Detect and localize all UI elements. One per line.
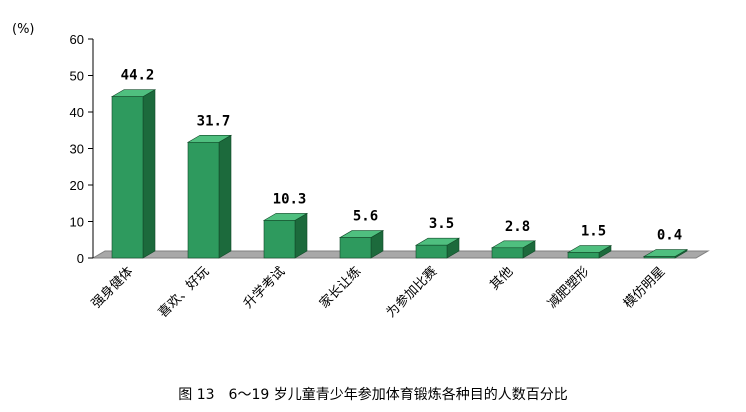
y-axis: 0 10 20 30 40 50 60 [70, 32, 94, 266]
bar-front [643, 256, 676, 259]
bar [490, 240, 537, 259]
category-label: 喜欢、好玩 [156, 264, 213, 321]
bar-front [111, 96, 144, 259]
data-label: 5.6 [353, 209, 378, 225]
bar-side [294, 212, 308, 259]
data-label: 2.8 [505, 219, 530, 235]
y-tick-label: 10 [70, 215, 84, 230]
chart-floor [91, 250, 710, 259]
bar-front [339, 237, 372, 259]
bar-side [218, 134, 232, 259]
figure-caption: 图 13 6～19 岁儿童青少年参加体育锻炼各种目的人数百分比 [178, 387, 568, 403]
bar-front [187, 141, 220, 259]
floor-plane [91, 250, 710, 259]
category-label: 为参加比赛 [383, 264, 440, 321]
y-tick-label: 50 [70, 69, 84, 84]
category-label: 减肥塑形 [545, 264, 592, 311]
y-tick-label: 60 [70, 32, 84, 47]
category-label: 家长让练 [316, 264, 364, 312]
bar [110, 89, 157, 259]
category-label: 其他 [487, 264, 516, 293]
bar [338, 230, 385, 259]
category-labels: 强身健体 喜欢、好玩 升学考试 家长让练 为参加比赛 其他 减肥塑形 模仿明星 [88, 264, 668, 321]
bar-front [567, 252, 600, 259]
bars [110, 89, 689, 259]
data-label: 3.5 [429, 216, 454, 232]
bar-front [263, 220, 296, 259]
data-label: 44.2 [121, 68, 155, 84]
bar [642, 249, 689, 259]
bar [186, 134, 233, 259]
data-label: 1.5 [581, 224, 606, 240]
category-label: 强身健体 [88, 264, 136, 312]
category-label: 升学考试 [240, 264, 288, 312]
y-tick-label: 20 [70, 178, 84, 193]
y-tick-label: 30 [70, 142, 84, 157]
data-label: 0.4 [657, 228, 682, 244]
bar-front [415, 244, 448, 259]
data-label: 10.3 [273, 191, 307, 207]
bar [414, 237, 461, 259]
bar-front [491, 247, 524, 259]
category-label: 模仿明星 [621, 264, 668, 311]
y-tick-label: 0 [77, 251, 84, 266]
value-labels: 44.2 31.7 10.3 5.6 3.5 2.8 1.5 0.4 [121, 68, 683, 244]
bar [262, 212, 309, 259]
y-tick-label: 40 [70, 105, 84, 120]
bar-chart: (%) 0 10 20 30 40 50 60 44.2 31.7 10.3 5.6 3.5 2.8 1… [12, 22, 710, 321]
data-label: 31.7 [197, 113, 231, 129]
bar-side [142, 89, 156, 259]
y-unit-label: (%) [12, 22, 35, 37]
bar [566, 245, 613, 259]
